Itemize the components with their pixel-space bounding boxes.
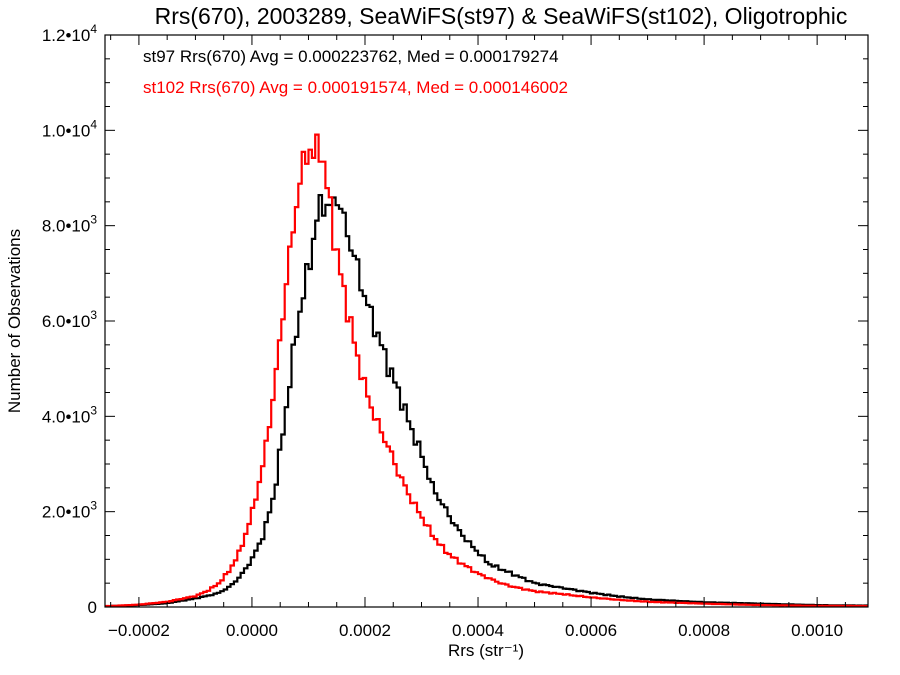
series-line-1 (105, 133, 868, 608)
x-tick-label: 0.0004 (452, 621, 504, 640)
x-axis: −0.0002 0.0000 0.0002 0.0004 0.0006 0.0008 0.0… (108, 35, 846, 640)
x-axis-label: Rrs (str⁻¹) (448, 641, 524, 660)
series-layer (105, 133, 868, 608)
y-tick-label: 4.0•103 (42, 403, 98, 426)
y-tick-label: 1.0•104 (42, 117, 98, 140)
x-tick-label: 0.0000 (226, 621, 278, 640)
chart-title: Rrs(670), 2003289, SeaWiFS(st97) & SeaWi… (155, 3, 848, 29)
x-tick-label: 0.0010 (791, 621, 843, 640)
plot-frame (104, 34, 869, 608)
y-axis: 0 2.0•103 4.0•103 6.0•103 8.0•103 1.0•104 1.2•… (42, 22, 868, 617)
y-tick-label: 0 (88, 598, 97, 617)
x-tick-label: 0.0002 (339, 621, 391, 640)
y-tick-label: 8.0•103 (42, 213, 98, 236)
y-tick-label: 2.0•103 (42, 499, 98, 522)
y-tick-label: 1.2•104 (42, 22, 98, 45)
series-line-0 (105, 194, 868, 608)
x-tick-label: 0.0008 (678, 621, 730, 640)
y-axis-label: Number of Observations (5, 229, 24, 413)
x-tick-label: −0.0002 (108, 621, 170, 640)
y-tick-label: 6.0•103 (42, 308, 98, 331)
x-tick-label: 0.0006 (565, 621, 617, 640)
st102-stats-annotation: st102 Rrs(670) Avg = 0.000191574, Med = … (143, 78, 568, 97)
st97-stats-annotation: st97 Rrs(670) Avg = 0.000223762, Med = 0… (143, 47, 559, 66)
